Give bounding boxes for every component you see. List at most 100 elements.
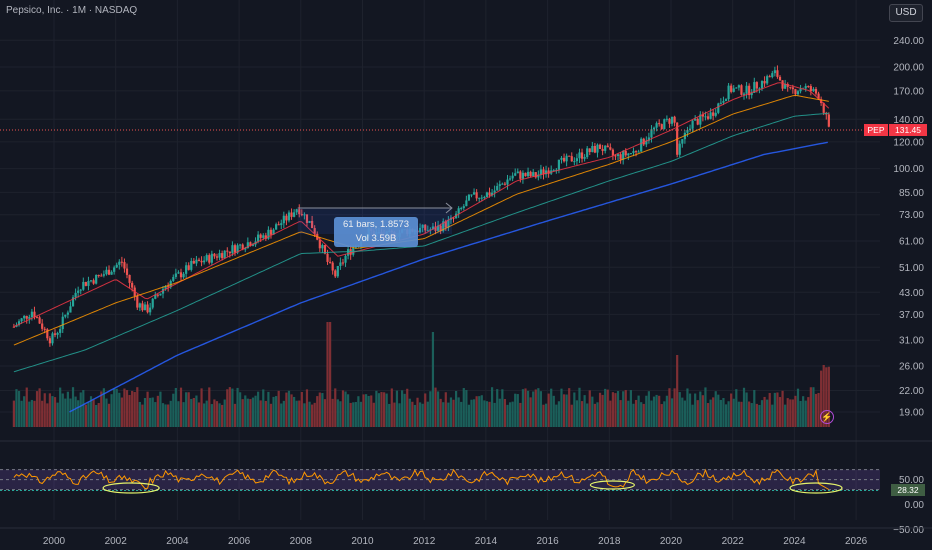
time-tick-label: 2002 bbox=[105, 536, 128, 547]
price-tick-label: 200.00 bbox=[893, 63, 924, 74]
candle-body bbox=[745, 85, 748, 94]
volume-bar bbox=[676, 355, 679, 427]
volume-bar bbox=[470, 399, 473, 427]
volume-bar bbox=[390, 388, 393, 427]
candle-body bbox=[120, 261, 123, 263]
candle-body bbox=[280, 223, 283, 226]
candle-body bbox=[670, 116, 674, 124]
candle-body bbox=[79, 289, 82, 291]
volume-bar bbox=[773, 392, 776, 427]
candle-body bbox=[706, 116, 710, 119]
candle-body bbox=[53, 333, 57, 335]
chart-title: Pepsico, Inc. · 1M · NASDAQ bbox=[6, 5, 138, 16]
price-axis: 240.00 200.00 170.00 140.00 120.00 100.00 85.0… bbox=[893, 36, 924, 536]
volume-bar bbox=[154, 402, 157, 427]
volume-bar bbox=[303, 403, 306, 427]
volume-bar bbox=[449, 397, 453, 427]
currency-button[interactable]: USD bbox=[889, 4, 923, 22]
volume-bar bbox=[624, 390, 627, 427]
rsi-pane bbox=[0, 440, 932, 494]
candle-body bbox=[619, 154, 622, 160]
volume-bar bbox=[82, 390, 85, 427]
volume-bar bbox=[596, 402, 599, 427]
volume-bar bbox=[496, 389, 499, 427]
oversold-highlight bbox=[789, 482, 843, 494]
candle-body bbox=[174, 273, 177, 277]
volume-bar bbox=[118, 392, 121, 427]
candle-body bbox=[12, 326, 15, 328]
volume-bar bbox=[521, 389, 525, 427]
candle-body bbox=[66, 312, 69, 315]
volume-bar bbox=[560, 388, 563, 427]
volume-bar bbox=[159, 391, 162, 427]
volume-bar bbox=[257, 391, 260, 427]
candle-body bbox=[447, 219, 450, 228]
candle-body bbox=[226, 250, 229, 252]
candle-body bbox=[534, 172, 537, 178]
price-tick-label: 120.00 bbox=[893, 137, 924, 148]
volume-bar bbox=[580, 401, 584, 427]
candle-body bbox=[308, 220, 311, 223]
volume-bar bbox=[197, 402, 201, 427]
candle-body bbox=[205, 255, 208, 261]
measure-arrow bbox=[445, 202, 453, 214]
volume-bar bbox=[146, 391, 149, 427]
volume-bar bbox=[658, 395, 661, 427]
volume-bar bbox=[300, 391, 303, 427]
volume-bar bbox=[442, 402, 445, 427]
volume-bar bbox=[12, 400, 15, 427]
volume-bar bbox=[529, 397, 532, 427]
volume-bar bbox=[655, 394, 658, 427]
volume-bar bbox=[616, 391, 620, 427]
candle-body bbox=[334, 270, 337, 277]
volume-bar bbox=[804, 400, 807, 427]
volume-bar bbox=[56, 402, 59, 427]
volume-bar bbox=[334, 388, 337, 427]
volume-bar bbox=[161, 403, 165, 427]
candle-body bbox=[542, 169, 545, 175]
oversold-highlight bbox=[102, 482, 160, 494]
lightning-icon[interactable]: ⚡ bbox=[820, 410, 834, 424]
candle-body bbox=[228, 251, 231, 254]
volume-bar bbox=[375, 390, 378, 427]
volume-bar bbox=[79, 392, 82, 427]
candle-body bbox=[799, 88, 802, 92]
candle-body bbox=[259, 234, 262, 238]
candle-body bbox=[686, 130, 689, 133]
candle-body bbox=[604, 145, 607, 151]
volume-bar bbox=[347, 394, 350, 427]
time-tick-label: 2022 bbox=[722, 536, 745, 547]
candle-body bbox=[41, 323, 44, 329]
candle-body bbox=[748, 85, 751, 96]
volume-bar bbox=[406, 388, 409, 427]
candle-body bbox=[172, 276, 175, 281]
volume-bar bbox=[632, 403, 635, 427]
candle-body bbox=[565, 155, 568, 162]
price-tick-label: 100.00 bbox=[893, 164, 924, 175]
price-tick-label: 240.00 bbox=[893, 36, 924, 47]
candle-body bbox=[732, 88, 735, 92]
moving-averages bbox=[13, 82, 830, 413]
candle-body bbox=[107, 269, 111, 275]
volume-bar bbox=[796, 388, 800, 427]
candle-body bbox=[285, 215, 288, 221]
volume-bar bbox=[532, 391, 535, 427]
volume-bar bbox=[92, 399, 95, 427]
volume-bar bbox=[336, 399, 339, 427]
volume-bar bbox=[778, 397, 782, 427]
volume-bar bbox=[593, 403, 597, 427]
candle-body bbox=[421, 224, 424, 228]
volume-bar bbox=[483, 400, 486, 427]
volume-bar bbox=[727, 401, 730, 427]
volume-bar bbox=[742, 387, 746, 427]
candle-body bbox=[151, 298, 154, 308]
volume-bar bbox=[519, 402, 522, 427]
volume-bar bbox=[565, 394, 568, 427]
volume-bar bbox=[53, 397, 57, 427]
volume-bar bbox=[329, 322, 332, 427]
candle-body bbox=[303, 214, 306, 216]
candle-body bbox=[287, 212, 291, 221]
volume-bar bbox=[192, 397, 195, 427]
candle-body bbox=[89, 280, 93, 282]
